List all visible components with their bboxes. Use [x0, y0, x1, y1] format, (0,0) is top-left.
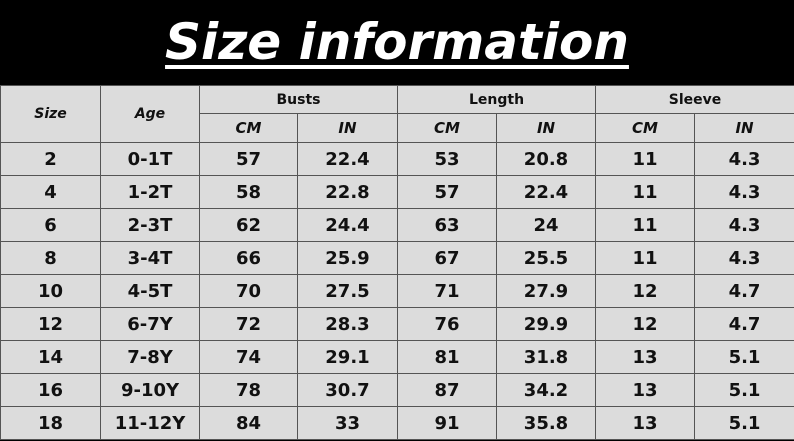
table-cell: 20.8 [495, 142, 597, 176]
table-cell: 24 [495, 208, 597, 242]
header-busts-in: IN [297, 113, 398, 143]
table-cell: 0-1T [100, 142, 200, 176]
table-cell: 13 [595, 373, 696, 407]
header-length-cm: CM [397, 113, 497, 143]
table-cell: 6-7Y [100, 307, 200, 341]
table-cell: 30.7 [297, 373, 398, 407]
table-cell: 25.9 [297, 241, 398, 275]
table-cell: 71 [397, 274, 497, 308]
table-cell: 12 [595, 274, 696, 308]
table-cell: 22.4 [495, 175, 597, 209]
table-row: 12 6-7Y 72 28.3 76 29.9 12 4.7 [0, 307, 794, 341]
table-cell: 4 [0, 175, 101, 209]
table-cell: 14 [0, 340, 101, 374]
table-cell: 16 [0, 373, 101, 407]
table-cell: 87 [397, 373, 497, 407]
table-cell: 11-12Y [100, 406, 200, 440]
table-row: 16 9-10Y 78 30.7 87 34.2 13 5.1 [0, 373, 794, 407]
table-cell: 22.4 [297, 142, 398, 176]
table-cell: 29.9 [495, 307, 597, 341]
table-cell: 33 [297, 406, 398, 440]
table-cell: 63 [397, 208, 497, 242]
table-cell: 78 [199, 373, 298, 407]
table-cell: 67 [397, 241, 497, 275]
table-cell: 57 [397, 175, 497, 209]
table-cell: 11 [595, 142, 696, 176]
table-cell: 13 [595, 340, 696, 374]
table-cell: 24.4 [297, 208, 398, 242]
table-cell: 5.1 [694, 340, 794, 374]
table-cell: 34.2 [495, 373, 597, 407]
table-cell: 2-3T [100, 208, 200, 242]
header-busts-cm: CM [199, 113, 298, 143]
table-cell: 7-8Y [100, 340, 200, 374]
table-cell: 11 [595, 175, 696, 209]
table-cell: 5.1 [694, 406, 794, 440]
header-busts: Busts [199, 85, 398, 114]
table-cell: 91 [397, 406, 497, 440]
table-cell: 5.1 [694, 373, 794, 407]
table-cell: 22.8 [297, 175, 398, 209]
header-sleeve: Sleeve [595, 85, 794, 114]
table-cell: 4.3 [694, 142, 794, 176]
table-row: 6 2-3T 62 24.4 63 24 11 4.3 [0, 208, 794, 242]
table-cell: 11 [595, 241, 696, 275]
table-cell: 57 [199, 142, 298, 176]
table-row: 10 4-5T 70 27.5 71 27.9 12 4.7 [0, 274, 794, 308]
header-sleeve-cm: CM [595, 113, 696, 143]
table-cell: 31.8 [495, 340, 597, 374]
table-cell: 18 [0, 406, 101, 440]
table-cell: 4.3 [694, 175, 794, 209]
table-row: 8 3-4T 66 25.9 67 25.5 11 4.3 [0, 241, 794, 275]
table-cell: 29.1 [297, 340, 398, 374]
table-cell: 4.3 [694, 208, 794, 242]
table-row: 14 7-8Y 74 29.1 81 31.8 13 5.1 [0, 340, 794, 374]
table-cell: 4.3 [694, 241, 794, 275]
page-title: Size information [0, 0, 794, 85]
header-length-in: IN [495, 113, 597, 143]
table-cell: 2 [0, 142, 101, 176]
table-cell: 12 [0, 307, 101, 341]
table-cell: 3-4T [100, 241, 200, 275]
table-cell: 58 [199, 175, 298, 209]
table-cell: 10 [0, 274, 101, 308]
table-cell: 74 [199, 340, 298, 374]
header-length: Length [396, 85, 597, 114]
table-cell: 11 [595, 208, 696, 242]
table-cell: 4.7 [694, 274, 794, 308]
header-age: Age [100, 85, 200, 143]
table-cell: 53 [397, 142, 497, 176]
table-cell: 25.5 [495, 241, 597, 275]
header-sleeve-in: IN [694, 113, 794, 143]
size-table: Size Age Busts Length Sleeve CM IN CM IN… [0, 85, 794, 440]
table-cell: 84 [199, 406, 298, 440]
table-cell: 8 [0, 241, 101, 275]
table-cell: 4.7 [694, 307, 794, 341]
table-cell: 13 [595, 406, 696, 440]
table-cell: 6 [0, 208, 101, 242]
table-cell: 66 [199, 241, 298, 275]
table-cell: 81 [397, 340, 497, 374]
table-row: 18 11-12Y 84 33 91 35.8 13 5.1 [0, 406, 794, 440]
table-cell: 27.5 [297, 274, 398, 308]
table-cell: 27.9 [495, 274, 597, 308]
table-cell: 9-10Y [100, 373, 200, 407]
table-cell: 76 [397, 307, 497, 341]
table-cell: 72 [199, 307, 298, 341]
table-cell: 12 [595, 307, 696, 341]
table-row: 4 1-2T 58 22.8 57 22.4 11 4.3 [0, 175, 794, 209]
table-cell: 62 [199, 208, 298, 242]
table-cell: 35.8 [495, 406, 597, 440]
table-cell: 28.3 [297, 307, 398, 341]
table-row: 2 0-1T 57 22.4 53 20.8 11 4.3 [0, 142, 794, 176]
header-size: Size [0, 85, 101, 143]
title-text: Size information [165, 13, 629, 71]
table-cell: 4-5T [100, 274, 200, 308]
table-cell: 70 [199, 274, 298, 308]
table-cell: 1-2T [100, 175, 200, 209]
